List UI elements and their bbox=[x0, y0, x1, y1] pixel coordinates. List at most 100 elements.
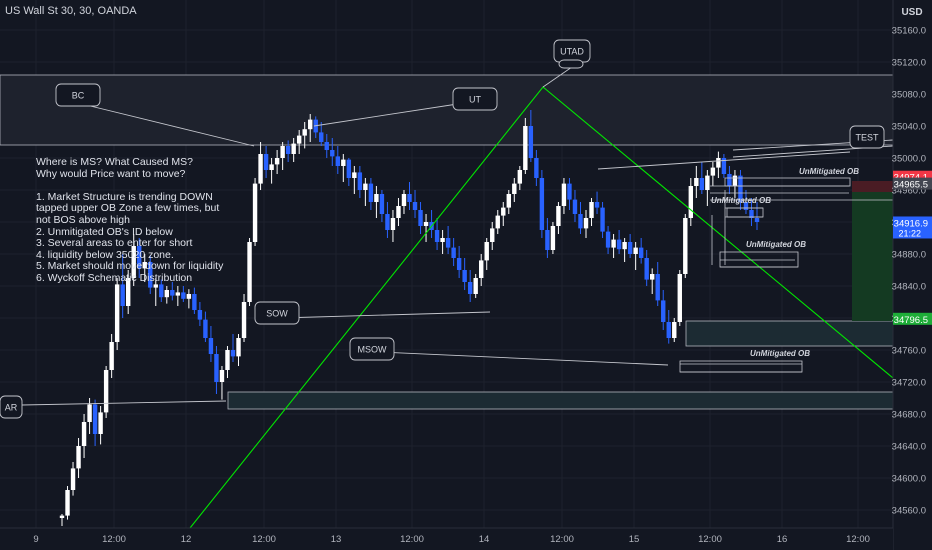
x-tick-label: 12:00 bbox=[698, 534, 722, 545]
candle-body bbox=[683, 218, 688, 274]
label-bc-box bbox=[55, 83, 101, 107]
label-ar-text: AR bbox=[5, 403, 18, 413]
candle-body bbox=[59, 515, 65, 518]
candle-body bbox=[567, 183, 572, 200]
candle-body bbox=[407, 194, 412, 202]
price-label: 34916.9 bbox=[894, 218, 928, 229]
candle-body bbox=[479, 260, 484, 278]
candle-body bbox=[142, 262, 147, 269]
label-test-text: TEST bbox=[855, 133, 879, 143]
candle-body bbox=[655, 274, 660, 301]
candle-body bbox=[241, 302, 247, 338]
candle-body bbox=[545, 230, 550, 250]
candle-body bbox=[125, 278, 131, 306]
candle-body bbox=[274, 158, 280, 165]
price-label-bg bbox=[893, 312, 932, 325]
y-tick-label: 34600.0 bbox=[892, 474, 926, 485]
candle-body bbox=[412, 202, 418, 210]
label-test-box bbox=[849, 125, 885, 149]
candle-body bbox=[175, 292, 181, 296]
candle-body bbox=[181, 292, 186, 299]
label-ut: UT bbox=[452, 87, 498, 111]
candle-body bbox=[401, 194, 407, 206]
y-tick-label: 34560.0 bbox=[892, 506, 926, 517]
label-ob-1: UnMitigated OB bbox=[799, 167, 859, 176]
candle-body bbox=[578, 214, 583, 229]
candle-body bbox=[230, 350, 236, 357]
label-ar: AR bbox=[0, 395, 23, 419]
label-sow-text: SOW bbox=[266, 309, 288, 319]
candle-body bbox=[594, 202, 600, 208]
candle-body bbox=[694, 178, 699, 186]
candle-body bbox=[131, 246, 136, 278]
label-sow-box bbox=[254, 301, 300, 325]
x-tick-label: 12:00 bbox=[400, 534, 424, 545]
candle-body bbox=[649, 274, 655, 280]
label-utad-text: UTAD bbox=[560, 47, 584, 57]
x-tick-label: 14 bbox=[479, 534, 490, 545]
candle-body bbox=[302, 129, 307, 136]
candle-body bbox=[589, 202, 594, 218]
label-utad-pointer bbox=[558, 59, 584, 69]
candle-body bbox=[528, 126, 534, 158]
candle-body bbox=[120, 284, 125, 306]
price-label: 34796.5 bbox=[894, 315, 928, 326]
price-label: 34965.5 bbox=[894, 180, 928, 191]
candle-body bbox=[208, 338, 214, 354]
candle-body bbox=[716, 158, 721, 168]
chart-title: US Wall St 30, 30, OANDA bbox=[5, 5, 137, 17]
candle-body bbox=[666, 322, 671, 338]
label-ob-3: UnMitigated OB bbox=[746, 240, 806, 249]
candle-body bbox=[677, 274, 682, 322]
candle-body bbox=[396, 206, 401, 218]
candle-body bbox=[418, 210, 423, 226]
candle-body bbox=[170, 290, 175, 296]
label-bc-text: BC bbox=[72, 91, 85, 101]
candle-body bbox=[357, 172, 363, 190]
candle-body bbox=[214, 354, 219, 382]
lower-ob-zone bbox=[227, 391, 894, 410]
label-msow-box bbox=[349, 337, 395, 361]
candle-body bbox=[236, 338, 241, 357]
candle-body bbox=[705, 175, 710, 190]
label-ut-text: UT bbox=[469, 95, 481, 105]
candle-body bbox=[749, 210, 754, 218]
candle-body bbox=[506, 194, 511, 208]
candle-body bbox=[672, 322, 677, 338]
x-tick-label: 12:00 bbox=[550, 534, 574, 545]
candle-body bbox=[81, 422, 87, 446]
y-tick-label: 34840.0 bbox=[892, 282, 926, 293]
candle-body bbox=[490, 228, 495, 242]
candle-body bbox=[203, 319, 208, 338]
candle-body bbox=[159, 284, 164, 298]
y-tick-label: 35040.0 bbox=[892, 122, 926, 133]
y-tick-label: 34640.0 bbox=[892, 442, 926, 453]
label-utad-pointer-box bbox=[558, 59, 584, 69]
price-axis[interactable]: USD 35160.0 35120.0 35080.0 35040.0 35000.0 34… bbox=[892, 0, 932, 550]
label-sow: SOW bbox=[254, 301, 300, 325]
candle-body bbox=[374, 194, 379, 202]
time-axis[interactable]: 9 12:00 12 12:00 13 12:00 14 12:00 15 12:00 16 12:0… bbox=[0, 527, 893, 550]
label-ob-2: UnMitigated OB bbox=[711, 196, 771, 205]
candle-body bbox=[523, 126, 528, 170]
candle-body bbox=[280, 146, 285, 158]
candle-body bbox=[638, 247, 644, 258]
candle-body bbox=[225, 350, 230, 370]
candle-body bbox=[87, 404, 92, 422]
candle-body bbox=[622, 242, 627, 250]
label-ut-box bbox=[452, 87, 498, 111]
note-line: 1. Market Structure is trending DOWN bbox=[36, 190, 213, 203]
candle-body bbox=[495, 215, 500, 229]
time-axis-background bbox=[0, 528, 893, 550]
candle-body bbox=[517, 170, 523, 184]
label-bc: BC bbox=[55, 83, 101, 107]
annotation-labels[interactable]: BC UT UTAD TEST SOW MSOW AR UnMitigated OB UnMit… bbox=[0, 39, 885, 419]
candle-body bbox=[263, 154, 269, 170]
y-tick-label: 34880.0 bbox=[892, 250, 926, 261]
candle-body bbox=[561, 183, 567, 206]
candle-body bbox=[467, 282, 473, 294]
candle-body bbox=[98, 412, 103, 434]
candle-body bbox=[385, 214, 390, 230]
note-line: Why would Price want to move? bbox=[36, 167, 186, 180]
